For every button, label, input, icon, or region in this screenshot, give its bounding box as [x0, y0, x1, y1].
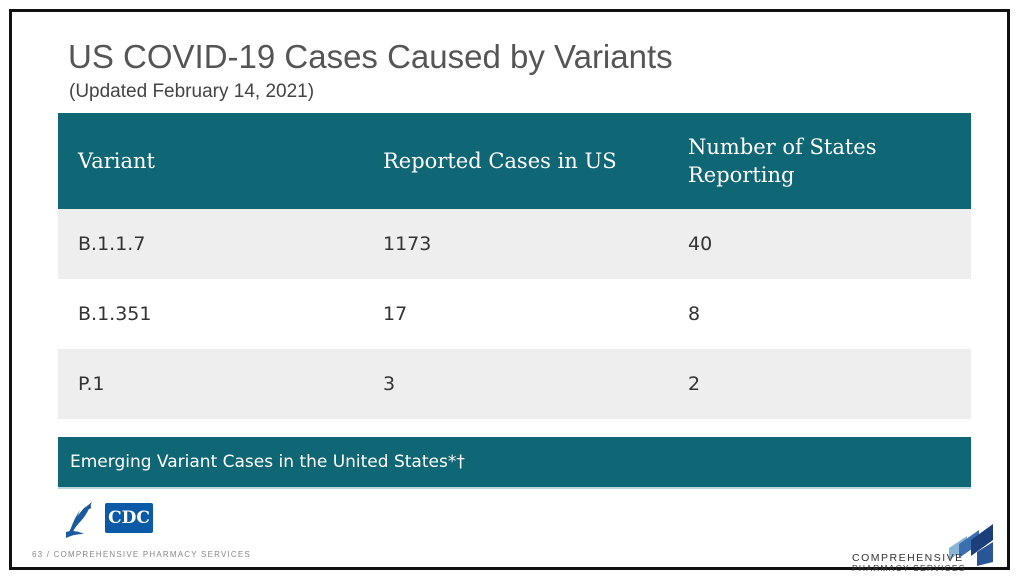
table-row: P.1 3 2 — [58, 349, 971, 419]
cases-cell: 3 — [383, 373, 396, 395]
cps-logo-line2: PHARMACY SERVICES — [852, 563, 966, 573]
variant-cell: B.1.1.7 — [78, 233, 146, 255]
emerging-variant-banner: Emerging Variant Cases in the United Sta… — [58, 437, 971, 487]
banner-divider — [58, 487, 971, 489]
slide-title: US COVID-19 Cases Caused by Variants — [68, 38, 673, 75]
table-row: B.1.1.7 1173 40 — [58, 209, 971, 279]
cases-cell: 1173 — [383, 233, 432, 255]
variant-cell: B.1.351 — [78, 303, 152, 325]
cps-logo-line1: COMPREHENSIVE — [852, 552, 964, 564]
slide-subtitle: (Updated February 14, 2021) — [69, 81, 315, 102]
cps-logo-icon — [949, 524, 993, 566]
header-variant: Variant — [78, 149, 155, 173]
footer-page-label: 63 / COMPREHENSIVE PHARMACY SERVICES — [32, 550, 251, 559]
states-cell: 40 — [688, 233, 713, 255]
slide: US COVID-19 Cases Caused by Variants (Up… — [9, 9, 1010, 573]
table-row: B.1.351 17 8 — [58, 279, 971, 349]
table-header: Variant Reported Cases in US Number of S… — [58, 113, 971, 209]
variant-cell: P.1 — [78, 373, 105, 395]
hhs-eagle-icon — [66, 502, 92, 538]
cases-cell: 17 — [383, 303, 408, 325]
states-cell: 2 — [688, 373, 701, 395]
header-states-reporting: Number of States Reporting — [688, 135, 877, 187]
cdc-logo: CDC — [105, 503, 153, 533]
variants-table: Variant Reported Cases in US Number of S… — [58, 113, 971, 419]
header-reported-cases: Reported Cases in US — [383, 149, 617, 173]
states-cell: 8 — [688, 303, 701, 325]
